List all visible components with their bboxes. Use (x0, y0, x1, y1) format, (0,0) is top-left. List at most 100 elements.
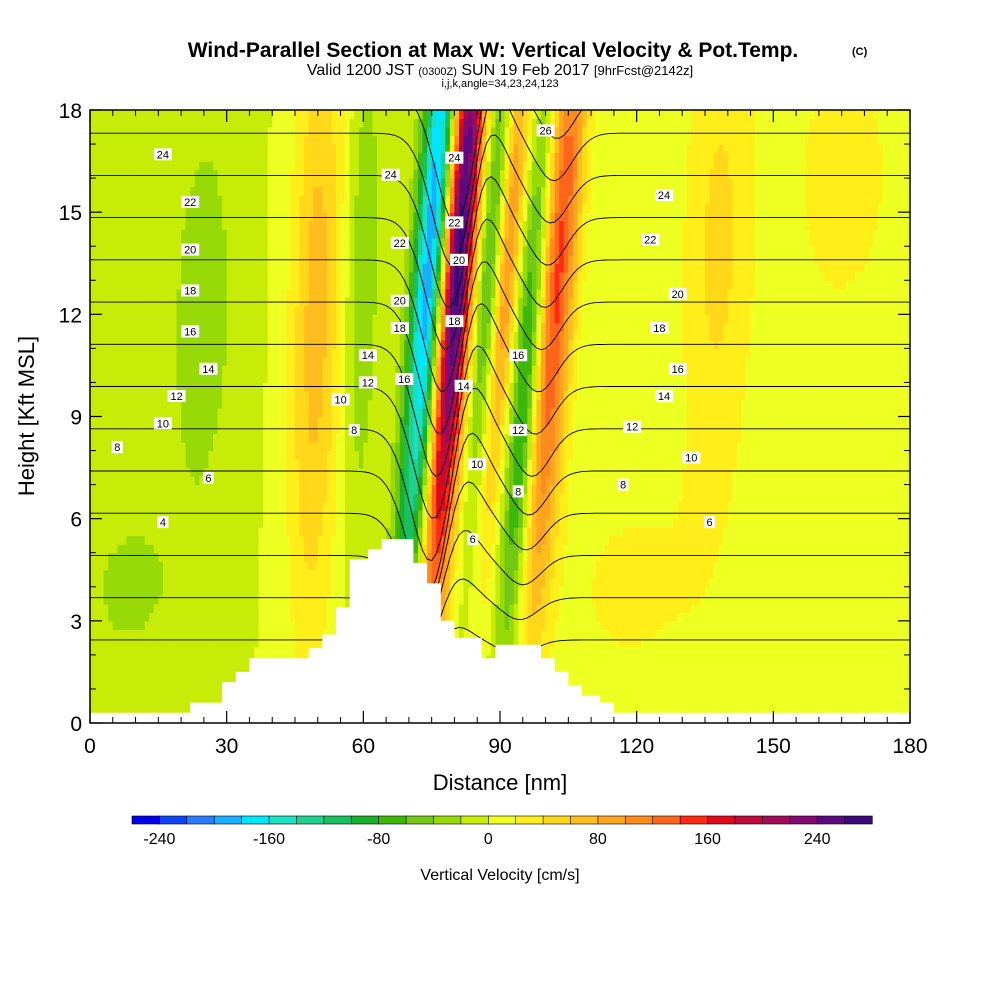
w-cell (185, 169, 191, 179)
w-cell (231, 646, 237, 656)
w-cell (172, 365, 178, 375)
w-cell (272, 110, 278, 120)
w-cell (331, 288, 337, 298)
w-cell (222, 169, 228, 179)
w-cell (185, 220, 191, 230)
w-cell (103, 127, 109, 137)
w-cell (226, 263, 232, 273)
w-cell (295, 314, 301, 324)
w-cell (281, 195, 287, 205)
w-cell (295, 425, 301, 435)
w-cell (358, 144, 364, 154)
w-cell (181, 646, 187, 656)
w-cell (354, 416, 360, 426)
w-cell (358, 399, 364, 409)
w-cell (322, 518, 328, 528)
w-cell (103, 697, 109, 707)
w-cell (185, 586, 191, 596)
w-cell (144, 237, 150, 247)
w-cell (276, 348, 282, 358)
w-cell (144, 212, 150, 222)
w-cell (90, 578, 96, 588)
w-cell (226, 654, 232, 664)
w-cell (340, 518, 346, 528)
w-cell (140, 646, 146, 656)
w-cell (336, 186, 342, 196)
w-cell (381, 110, 387, 120)
w-cell (340, 569, 346, 579)
w-cell (267, 144, 273, 154)
w-cell (290, 595, 296, 605)
w-cell (272, 578, 278, 588)
w-cell (317, 629, 323, 639)
w-cell (399, 527, 405, 537)
w-cell (117, 365, 123, 375)
w-cell (226, 450, 232, 460)
w-cell (217, 365, 223, 375)
w-cell (313, 416, 319, 426)
w-cell (194, 654, 200, 664)
w-cell (235, 493, 241, 503)
w-cell (112, 680, 118, 690)
w-cell (358, 169, 364, 179)
w-cell (299, 407, 305, 418)
w-cell (386, 135, 392, 145)
w-cell (372, 169, 378, 179)
w-cell (317, 110, 323, 120)
w-cell (313, 425, 319, 435)
w-cell (295, 382, 301, 392)
w-cell (194, 356, 200, 367)
w-cell (121, 254, 128, 264)
w-cell (226, 229, 232, 239)
w-cell (194, 595, 200, 605)
w-cell (377, 220, 383, 230)
w-cell (395, 280, 401, 290)
w-cell (226, 373, 232, 384)
w-cell (386, 467, 392, 477)
w-cell (99, 705, 105, 716)
w-cell (199, 578, 205, 588)
w-cell (308, 186, 314, 196)
w-cell (226, 390, 232, 401)
w-cell (322, 450, 328, 460)
w-cell (372, 433, 378, 443)
w-cell (135, 484, 141, 494)
w-cell (258, 373, 264, 384)
w-cell (217, 144, 223, 154)
w-cell (354, 399, 360, 409)
w-cell (349, 127, 355, 137)
w-cell (167, 654, 173, 664)
w-cell (140, 280, 146, 290)
w-cell (295, 271, 301, 281)
w-cell (244, 476, 251, 486)
w-cell (94, 118, 100, 128)
w-cell (222, 518, 228, 528)
w-cell (363, 195, 369, 205)
w-cell (176, 356, 182, 367)
w-cell (240, 356, 246, 367)
w-cell (112, 459, 118, 469)
w-cell (267, 493, 273, 503)
w-cell (395, 476, 401, 486)
w-cell (103, 365, 109, 375)
w-cell (181, 356, 187, 367)
w-cell (99, 331, 105, 341)
w-cell (276, 195, 282, 205)
w-cell (354, 186, 360, 196)
w-cell (276, 382, 282, 392)
w-cell (117, 348, 123, 358)
w-cell (108, 195, 114, 205)
w-cell (226, 331, 232, 341)
w-cell (181, 229, 187, 239)
w-cell (140, 152, 146, 162)
w-cell (358, 220, 364, 230)
w-cell (263, 203, 269, 213)
w-cell (272, 186, 278, 196)
w-cell (103, 348, 109, 358)
w-cell (222, 671, 228, 682)
w-cell (181, 382, 187, 392)
w-cell (140, 356, 146, 367)
w-cell (203, 237, 210, 247)
w-cell (213, 373, 219, 384)
w-cell (272, 135, 278, 145)
